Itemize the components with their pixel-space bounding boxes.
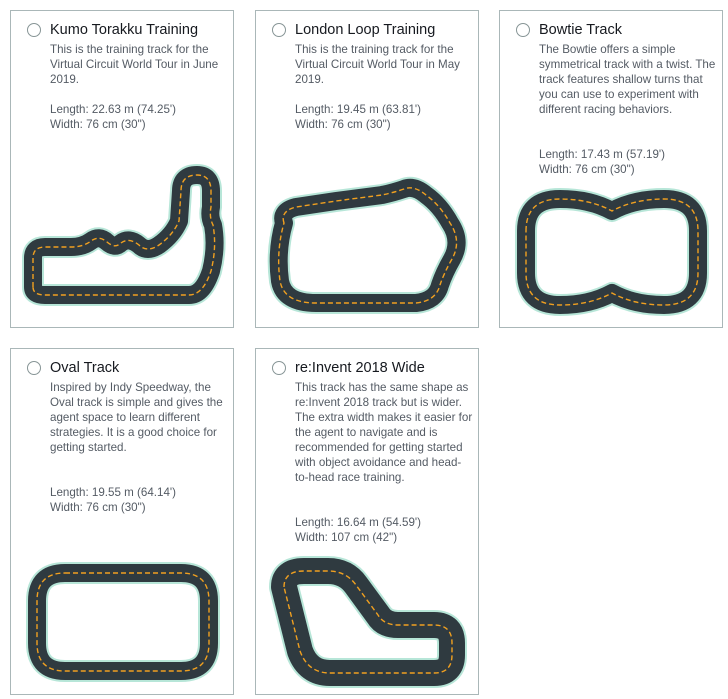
- track-card-oval[interactable]: Oval Track Inspired by Indy Speedway, th…: [10, 348, 234, 695]
- track-card-reinvent-2018-wide[interactable]: re:Invent 2018 Wide This track has the s…: [255, 348, 479, 695]
- radio-button[interactable]: [27, 23, 41, 37]
- track-width: Width: 107 cm (42"): [295, 531, 398, 544]
- track-width: Width: 76 cm (30"): [50, 118, 146, 131]
- bowtie-track-icon: [515, 188, 709, 316]
- track-description: This track has the same shape as re:Inve…: [295, 381, 473, 484]
- radio-button[interactable]: [272, 361, 286, 375]
- track-card-bowtie[interactable]: Bowtie Track The Bowtie offers a simple …: [499, 10, 723, 328]
- kumo-torakku-track-icon: [22, 164, 226, 306]
- track-length: Length: 17.43 m (57.19'): [539, 148, 665, 161]
- oval-track-icon: [26, 562, 220, 682]
- london-loop-track-icon: [267, 176, 468, 314]
- track-specs: Length: 19.45 m (63.81') Width: 76 cm (3…: [295, 102, 421, 132]
- track-specs: Length: 19.55 m (64.14') Width: 76 cm (3…: [50, 485, 176, 515]
- radio-button[interactable]: [27, 361, 41, 375]
- track-specs: Length: 22.63 m (74.25') Width: 76 cm (3…: [50, 102, 176, 132]
- track-length: Length: 19.45 m (63.81'): [295, 103, 421, 116]
- track-title: re:Invent 2018 Wide: [295, 360, 425, 376]
- track-card-london-loop[interactable]: London Loop Training This is the trainin…: [255, 10, 479, 328]
- track-length: Length: 19.55 m (64.14'): [50, 486, 176, 499]
- track-length: Length: 16.64 m (54.59'): [295, 516, 421, 529]
- track-specs: Length: 16.64 m (54.59') Width: 107 cm (…: [295, 515, 421, 545]
- radio-button[interactable]: [516, 23, 530, 37]
- track-card-kumo-torakku[interactable]: Kumo Torakku Training This is the traini…: [10, 10, 234, 328]
- track-description: This is the training track for the Virtu…: [295, 43, 460, 86]
- radio-button[interactable]: [272, 23, 286, 37]
- reinvent-2018-wide-track-icon: [269, 556, 467, 688]
- track-title: London Loop Training: [295, 22, 436, 38]
- track-width: Width: 76 cm (30"): [295, 118, 391, 131]
- track-description: The Bowtie offers a simple symmetrical t…: [539, 43, 716, 116]
- track-width: Width: 76 cm (30"): [539, 163, 635, 176]
- track-width: Width: 76 cm (30"): [50, 501, 146, 514]
- track-description: This is the training track for the Virtu…: [50, 43, 219, 86]
- track-title: Kumo Torakku Training: [50, 22, 199, 38]
- track-specs: Length: 17.43 m (57.19') Width: 76 cm (3…: [539, 147, 665, 177]
- track-title: Bowtie Track: [539, 22, 622, 38]
- track-description: Inspired by Indy Speedway, the Oval trac…: [50, 381, 223, 454]
- track-length: Length: 22.63 m (74.25'): [50, 103, 176, 116]
- track-title: Oval Track: [50, 360, 120, 376]
